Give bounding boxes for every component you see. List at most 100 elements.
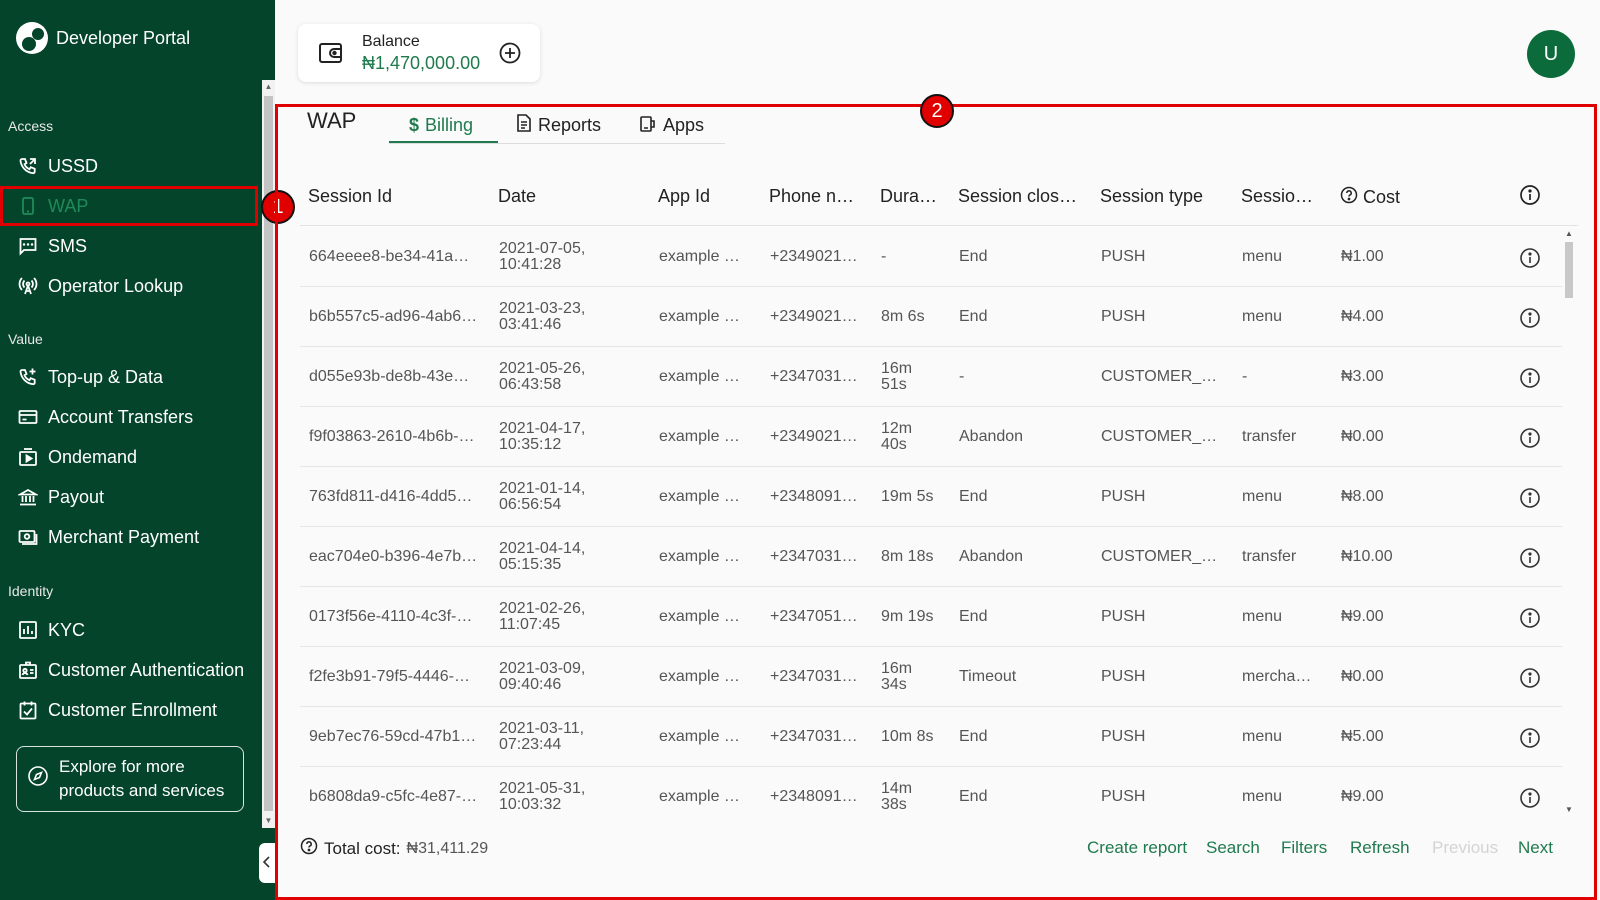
- search-button[interactable]: Search: [1206, 838, 1260, 857]
- sidebar-item-label: Customer Authentication: [48, 659, 245, 680]
- scroll-thumb[interactable]: [1565, 242, 1573, 298]
- cell-session-id: b6b557c5-ad96-4ab6…: [309, 308, 478, 325]
- scroll-up-arrow-icon[interactable]: ▲: [1565, 229, 1573, 238]
- col-date[interactable]: Date: [498, 186, 537, 206]
- cell-date-line2: 10:35:12: [499, 436, 562, 453]
- create-report-button[interactable]: Create report: [1087, 838, 1188, 857]
- sidebar-item-customer-enrollment[interactable]: Customer Enrollment: [0, 690, 258, 730]
- cell-duration-line1: 14m: [881, 781, 913, 797]
- table-row[interactable]: 0173f56e-4110-4c3f-… 2021-02-26, 11:07:45 e…: [300, 587, 1562, 647]
- col-session[interactable]: Sessio…: [1241, 186, 1314, 206]
- refresh-button[interactable]: Refresh: [1350, 838, 1410, 857]
- sidebar-item-ussd[interactable]: USSD: [0, 146, 258, 186]
- cell-session: menu: [1242, 728, 1283, 745]
- scroll-down-arrow-icon[interactable]: ▼: [1565, 805, 1573, 814]
- tab-billing[interactable]: $ Billing: [409, 106, 473, 144]
- cell-session: mercha…: [1242, 668, 1312, 685]
- info-icon[interactable]: [1519, 247, 1541, 274]
- table-row[interactable]: 763fd811-d416-4dd5… 2021-01-14, 06:56:54 ex…: [300, 467, 1562, 527]
- info-icon[interactable]: [1519, 487, 1541, 514]
- sidebar-scrollbar[interactable]: ▲ ▼: [262, 80, 275, 828]
- sidebar-item-kyc[interactable]: KYC: [0, 610, 258, 650]
- sidebar-item-sms[interactable]: SMS: [0, 226, 258, 266]
- next-page-button[interactable]: Next: [1518, 838, 1553, 857]
- tab-apps[interactable]: Apps: [639, 106, 704, 144]
- info-icon[interactable]: [1519, 307, 1541, 334]
- col-cost[interactable]: Cost: [1340, 186, 1400, 209]
- col-duration[interactable]: Dura…: [880, 186, 938, 206]
- cell-cost: ₦0.00: [1341, 428, 1384, 445]
- add-funds-icon[interactable]: [498, 41, 522, 70]
- cell-session-type: PUSH: [1101, 308, 1146, 325]
- col-app-id[interactable]: App Id: [658, 186, 711, 206]
- info-icon[interactable]: [1519, 787, 1541, 814]
- info-icon[interactable]: [1519, 667, 1541, 694]
- bar-chart-icon: [18, 620, 38, 640]
- brand[interactable]: Developer Portal: [16, 22, 190, 54]
- sidebar-item-top-up-data[interactable]: Top-up & Data: [0, 357, 258, 397]
- sidebar-item-customer-authentication[interactable]: Customer Authentication: [0, 650, 258, 690]
- cell-date: 2021-05-26, 06:43:58: [499, 361, 649, 393]
- dollar-icon: $: [409, 114, 420, 135]
- avatar[interactable]: U: [1527, 30, 1575, 78]
- cell-session-type: PUSH: [1101, 608, 1146, 625]
- cell-duration: 9m 19s: [881, 608, 934, 625]
- table-scrollbar[interactable]: ▲ ▼: [1562, 228, 1576, 816]
- cell-duration-line2: 38s: [881, 796, 907, 813]
- sidebar-item-payout[interactable]: Payout: [0, 477, 258, 517]
- col-phone[interactable]: Phone n…: [769, 186, 855, 206]
- cell-date: 2021-03-11, 07:23:44: [499, 721, 649, 753]
- info-icon[interactable]: [1519, 547, 1541, 574]
- cell-phone: +2349021…: [770, 428, 858, 445]
- cell-duration: 16m 51s: [881, 361, 951, 393]
- table-row[interactable]: f2fe3b91-79f5-4446-… 2021-03-09, 09:40:46 e…: [300, 647, 1562, 707]
- card-icon: [18, 407, 38, 427]
- brand-logo-icon: [16, 22, 48, 54]
- tab-reports[interactable]: Reports: [516, 106, 601, 144]
- scroll-down-arrow-icon[interactable]: ▼: [264, 816, 273, 825]
- info-icon[interactable]: [1519, 427, 1541, 454]
- balance-card: Balance ₦1,470,000.00: [298, 24, 540, 82]
- sidebar-item-wap[interactable]: WAP: [0, 186, 258, 226]
- sidebar-item-merchant-payment[interactable]: Merchant Payment: [0, 517, 258, 557]
- filters-button[interactable]: Filters: [1281, 838, 1328, 857]
- scroll-up-arrow-icon[interactable]: ▲: [264, 82, 273, 91]
- info-icon[interactable]: [1519, 607, 1541, 634]
- apps-icon: [639, 114, 657, 137]
- cell-date: 2021-03-23, 03:41:46: [499, 301, 649, 333]
- cell-phone: +2348091…: [770, 488, 858, 505]
- sidebar-item-operator-lookup[interactable]: Operator Lookup: [0, 266, 258, 306]
- cell-date: 2021-07-05, 10:41:28: [499, 241, 649, 273]
- table-row[interactable]: 9eb7ec76-59cd-47b1… 2021-03-11, 07:23:44 ex…: [300, 707, 1562, 767]
- col-session-closed[interactable]: Session clos…: [958, 186, 1078, 206]
- cell-session-id: 0173f56e-4110-4c3f-…: [309, 608, 473, 625]
- scroll-thumb[interactable]: [264, 96, 273, 811]
- explore-more-button[interactable]: Explore for more products and services: [16, 746, 244, 812]
- sidebar-item-account-transfers[interactable]: Account Transfers: [0, 397, 258, 437]
- table-row[interactable]: b6b557c5-ad96-4ab6… 2021-03-23, 03:41:46 ex…: [300, 287, 1562, 347]
- cell-session-id: 763fd811-d416-4dd5…: [309, 488, 473, 505]
- previous-page-button[interactable]: Previous: [1432, 838, 1499, 857]
- cell-session-type: PUSH: [1101, 488, 1146, 505]
- table-row[interactable]: d055e93b-de8b-43e… 2021-05-26, 06:43:58 exa…: [300, 347, 1562, 407]
- sidebar-item-ondemand[interactable]: Ondemand: [0, 437, 258, 477]
- collapse-sidebar-button[interactable]: [259, 843, 275, 883]
- total-cost: Total cost: ₦31,411.29: [300, 837, 488, 860]
- col-session-id[interactable]: Session Id: [308, 186, 393, 206]
- info-icon[interactable]: [1519, 184, 1541, 211]
- col-session-type[interactable]: Session type: [1100, 186, 1204, 206]
- table-row[interactable]: f9f03863-2610-4b6b-… 2021-04-17, 10:35:12 e…: [300, 407, 1562, 467]
- cell-phone: +2347031…: [770, 668, 858, 685]
- table-row[interactable]: b6808da9-c5fc-4e87-… 2021-05-31, 10:03:32 e…: [300, 767, 1562, 815]
- cell-session-id: f2fe3b91-79f5-4446-…: [309, 668, 470, 685]
- explore-label: Explore for more products and services: [59, 757, 225, 800]
- cell-date-line2: 10:03:32: [499, 796, 562, 813]
- checkbox-icon: [18, 700, 38, 720]
- cell-session-type: PUSH: [1101, 788, 1146, 805]
- table-row[interactable]: 664eeee8-be34-41a… 2021-07-05, 10:41:28 exa…: [300, 227, 1562, 287]
- info-icon[interactable]: [1519, 367, 1541, 394]
- table-row[interactable]: eac704e0-b396-4e7b… 2021-04-14, 05:15:35 ex…: [300, 527, 1562, 587]
- wallet-icon: [318, 40, 344, 71]
- info-icon[interactable]: [1519, 727, 1541, 754]
- cell-duration-line2: 34s: [881, 676, 907, 693]
